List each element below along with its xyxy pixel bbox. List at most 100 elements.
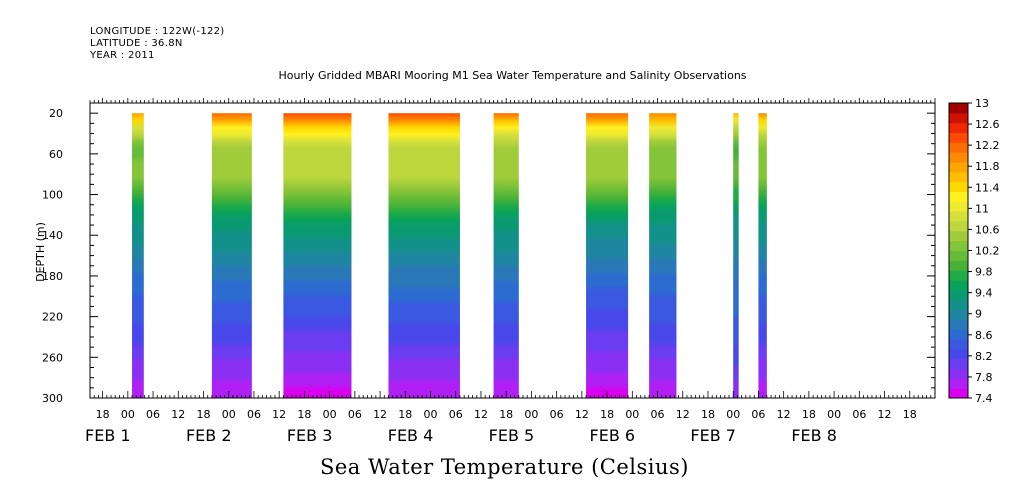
day-label: FEB 1: [85, 426, 131, 445]
y-tick-label: 220: [42, 311, 63, 324]
colorbar-swatch: [949, 181, 968, 192]
plot-frame: [89, 102, 936, 399]
x-tick-label: 06: [550, 408, 564, 421]
colorbar-label: 12.2: [975, 139, 1000, 152]
colorbar-swatch: [949, 358, 968, 369]
day-label: FEB 5: [489, 426, 535, 445]
colorbar-swatch: [949, 171, 968, 183]
colorbar-label: 11.4: [975, 181, 1000, 194]
day-label: FEB 3: [287, 426, 333, 445]
y-tick-label: 300: [42, 392, 63, 405]
y-tick-label: 20: [49, 107, 63, 120]
x-tick-label: 12: [474, 408, 488, 421]
x-tick-label: 00: [222, 408, 236, 421]
x-tick-label: 18: [96, 408, 110, 421]
colorbar-swatch: [949, 162, 968, 173]
day-label: FEB 2: [186, 426, 232, 445]
x-tick-label: 00: [625, 408, 639, 421]
colorbar-swatch: [949, 103, 968, 114]
x-axis: 18 00 06 12 18 00 06 12 18 00 06 12 18 00 06 12 18 00 06 12…: [85, 98, 936, 445]
colorbar-swatch: [949, 368, 968, 379]
x-tick-label: 12: [272, 408, 286, 421]
colorbar-label: 10.6: [975, 223, 1000, 236]
colorbar-label: 9.4: [975, 287, 993, 300]
x-tick-label: 12: [575, 408, 589, 421]
x-tick-label: 18: [499, 408, 513, 421]
colorbar-swatch: [949, 388, 968, 399]
colorbar-label: 11: [975, 202, 989, 215]
colorbar-swatch: [949, 270, 968, 281]
data-segment: [211, 113, 252, 398]
colorbar: 13 12.6 12.2 11.8 11.4 11 10.6 10.2 9.8 9.4 9 8.6 8.…: [948, 97, 1000, 405]
colorbar-label: 8.6: [975, 329, 993, 342]
x-tick-label: 18: [197, 408, 211, 421]
colorbar-swatch: [949, 132, 968, 143]
x-tick-label: 18: [600, 408, 614, 421]
x-tick-label: 06: [852, 408, 866, 421]
x-tick-label: 00: [424, 408, 438, 421]
y-tick-label: 180: [42, 270, 63, 283]
x-tick-label: 00: [726, 408, 740, 421]
day-label: FEB 7: [690, 426, 736, 445]
y-tick-label: 100: [42, 189, 63, 202]
colorbar-swatch: [949, 348, 968, 360]
x-tick-label: 18: [802, 408, 816, 421]
x-tick-label: 12: [878, 408, 892, 421]
year-label: YEAR : 2011: [90, 50, 155, 61]
x-tick-label: 00: [323, 408, 337, 421]
x-tick-label: 06: [751, 408, 765, 421]
y-tick-label: 60: [49, 148, 63, 161]
colorbar-label: 13: [975, 97, 989, 110]
colorbar-label: 7.4: [975, 392, 993, 405]
colorbar-label: 12.6: [975, 118, 1000, 131]
latitude-label: LATITUDE : 36.8N: [90, 38, 183, 49]
data-segment: [283, 113, 352, 398]
colorbar-swatch: [949, 211, 968, 222]
colorbar-swatch: [949, 319, 968, 330]
x-tick-label: 06: [651, 408, 665, 421]
colorbar-swatch: [949, 309, 968, 320]
data-segment: [649, 113, 677, 398]
colorbar-swatch: [949, 221, 968, 232]
colorbar-swatch: [949, 250, 968, 261]
data-segment: [132, 113, 144, 398]
colorbar-label: 11.8: [975, 160, 1000, 173]
colorbar-swatch: [949, 240, 968, 251]
colorbar-swatch: [949, 201, 968, 212]
x-tick-label: 18: [903, 408, 917, 421]
colorbar-label: 9.8: [975, 266, 993, 279]
y-axis: 20 60 100 140 180 220 260 300: [42, 102, 935, 405]
data-segment: [586, 113, 629, 398]
x-tick-label: 06: [449, 408, 463, 421]
colorbar-label: 8.2: [975, 350, 993, 363]
x-tick-label: 12: [373, 408, 387, 421]
colorbar-swatch: [949, 122, 968, 133]
x-tick-label: 18: [297, 408, 311, 421]
x-tick-label: 00: [524, 408, 538, 421]
x-tick-label: 06: [348, 408, 362, 421]
colorbar-swatch: [949, 289, 968, 301]
x-tick-label: 06: [146, 408, 160, 421]
x-tick-label: 18: [398, 408, 412, 421]
x-tick-label: 00: [827, 408, 841, 421]
x-tick-label: 12: [777, 408, 791, 421]
colorbar-swatch: [949, 299, 968, 310]
x-tick-label: 18: [701, 408, 715, 421]
x-tick-label: 12: [171, 408, 185, 421]
colorbar-title: Sea Water Temperature (Celsius): [319, 455, 689, 479]
day-label: FEB 6: [590, 426, 636, 445]
colorbar-swatch: [949, 152, 968, 163]
colorbar-label: 10.2: [975, 245, 1000, 258]
colorbar-swatch: [949, 378, 968, 389]
data-segment: [733, 113, 739, 398]
x-tick-label: 12: [676, 408, 690, 421]
data-segment: [758, 113, 767, 398]
data-segment: [493, 113, 519, 398]
colorbar-swatch: [949, 191, 968, 202]
chart-title: Hourly Gridded MBARI Mooring M1 Sea Wate…: [278, 69, 747, 82]
y-tick-label: 260: [42, 351, 63, 364]
day-label: FEB 4: [388, 426, 434, 445]
colorbar-label: 9: [975, 308, 982, 321]
colorbar-swatch: [949, 230, 968, 242]
